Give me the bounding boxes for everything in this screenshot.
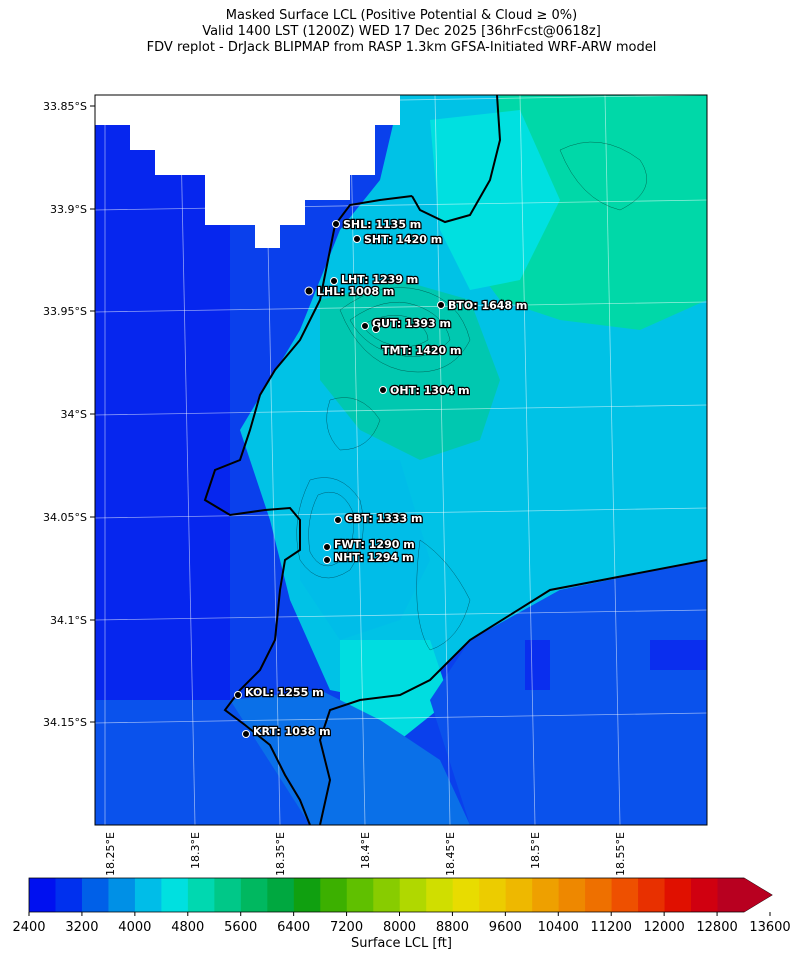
- colorbar-tick-label: 4800: [171, 920, 204, 935]
- site-marker: [372, 325, 380, 333]
- colorbar-swatch: [399, 878, 427, 912]
- lat-label: 34.1°S: [50, 614, 87, 627]
- lon-label: 18.5°E: [529, 832, 542, 869]
- lon-label: 18.35°E: [274, 832, 287, 876]
- site-marker: [353, 235, 361, 243]
- colorbar-swatch: [505, 878, 533, 912]
- site-label: GUT: 1393 m: [372, 317, 451, 330]
- lon-label: 18.4°E: [359, 832, 372, 869]
- lon-label: 18.55°E: [614, 832, 627, 876]
- colorbar-swatch: [320, 878, 348, 912]
- colorbar-tick-label: 11200: [591, 920, 632, 935]
- colorbar-swatch: [187, 878, 215, 912]
- site-marker: [242, 730, 250, 738]
- colorbar-tick-label: 7200: [330, 920, 363, 935]
- colorbar-tick-label: 12000: [643, 920, 684, 935]
- lon-label: 18.3°E: [189, 832, 202, 869]
- colorbar-tick-label: 3200: [65, 920, 98, 935]
- map-title-line-2: Valid 1400 LST (1200Z) WED 17 Dec 2025 […: [202, 24, 601, 39]
- site-label: LHL: 1008 m: [317, 285, 394, 298]
- site-marker: [334, 516, 342, 524]
- colorbar-swatch: [55, 878, 83, 912]
- site-label: SHT: 1420 m: [364, 233, 442, 246]
- colorbar-extend: [744, 878, 772, 912]
- site-marker: [304, 286, 314, 296]
- colorbar-swatch: [134, 878, 162, 912]
- lat-label: 34.15°S: [43, 716, 87, 729]
- colorbar-swatch: [532, 878, 560, 912]
- colorbar-tick-label: 12800: [696, 920, 737, 935]
- colorbar-swatch: [585, 878, 613, 912]
- site-marker: [323, 556, 331, 564]
- colorbar-swatch: [373, 878, 401, 912]
- site-marker: [332, 220, 340, 228]
- colorbar-swatch: [717, 878, 745, 912]
- lat-label: 34.05°S: [43, 511, 87, 524]
- colorbar-tick-label: 4000: [118, 920, 151, 935]
- lat-label: 33.9°S: [50, 203, 87, 216]
- colorbar-swatch: [214, 878, 242, 912]
- colorbar-swatch: [346, 878, 374, 912]
- colorbar-title: Surface LCL [ft]: [351, 936, 452, 951]
- colorbar-tick-label: 6400: [277, 920, 310, 935]
- site-marker: [234, 691, 242, 699]
- site-label: OHT: 1304 m: [390, 384, 470, 397]
- colorbar-tick-label: 5600: [224, 920, 257, 935]
- site-label: SHL: 1135 m: [343, 218, 421, 231]
- colorbar-swatch: [691, 878, 719, 912]
- site-marker: [361, 322, 369, 330]
- colorbar-tick-label: 8000: [383, 920, 416, 935]
- site-marker: [323, 543, 331, 551]
- site-marker: [330, 277, 338, 285]
- colorbar-swatch: [638, 878, 666, 912]
- site-label: KOL: 1255 m: [245, 686, 324, 699]
- site-label: LHT: 1239 m: [341, 273, 418, 286]
- site-label: FWT: 1290 m: [334, 538, 415, 551]
- lat-label: 34°S: [61, 408, 87, 421]
- lon-label: 18.25°E: [104, 832, 117, 876]
- colorbar-swatch: [267, 878, 295, 912]
- lon-label: 18.45°E: [444, 832, 457, 876]
- colorbar-swatch: [664, 878, 692, 912]
- lat-label: 33.95°S: [43, 305, 87, 318]
- colorbar-swatch: [29, 878, 56, 912]
- colorbar-swatch: [426, 878, 454, 912]
- map-frame: [94, 94, 708, 826]
- colorbar-swatch: [161, 878, 189, 912]
- colorbar-swatch: [611, 878, 639, 912]
- colorbar-tick-label: 10400: [538, 920, 579, 935]
- site-marker: [437, 301, 445, 309]
- colorbar-swatch: [479, 878, 507, 912]
- site-label: KRT: 1038 m: [253, 725, 331, 738]
- site-label: BTO: 1648 m: [448, 299, 527, 312]
- colorbar-swatch: [240, 878, 268, 912]
- site-label: NHT: 1294 m: [334, 551, 413, 564]
- longitude-axis: 18.25°E 18.3°E 18.35°E 18.4°E 18.45°E 18.5°E 1…: [104, 832, 627, 876]
- colorbar-swatch: [558, 878, 586, 912]
- site-label: TMT: 1420 m: [382, 344, 462, 357]
- lat-label: 33.85°S: [43, 100, 87, 113]
- colorbar-swatch: [108, 878, 136, 912]
- colorbar-swatch: [81, 878, 109, 912]
- site-marker: [379, 386, 387, 394]
- lcl-field: [95, 95, 707, 825]
- site-label: CBT: 1333 m: [345, 512, 423, 525]
- colorbar-tick-label: 9600: [489, 920, 522, 935]
- colorbar-swatch: [452, 878, 480, 912]
- latitude-axis: 33.85°S 33.9°S 33.95°S 34°S 34.05°S 34.1°S 34.…: [43, 100, 95, 729]
- map-title-line-1: Masked Surface LCL (Positive Potential &…: [225, 8, 578, 23]
- colorbar: 2400 3200 4000 4800 5600 6400 7200 8000 8800 9600…: [12, 877, 791, 935]
- colorbar-tick-label: 2400: [12, 920, 45, 935]
- colorbar-swatch: [293, 878, 321, 912]
- colorbar-tick-label: 8800: [436, 920, 469, 935]
- colorbar-tick-label: 13600: [749, 920, 790, 935]
- map-title-line-3: FDV replot - DrJack BLIPMAP from RASP 1.…: [146, 40, 657, 55]
